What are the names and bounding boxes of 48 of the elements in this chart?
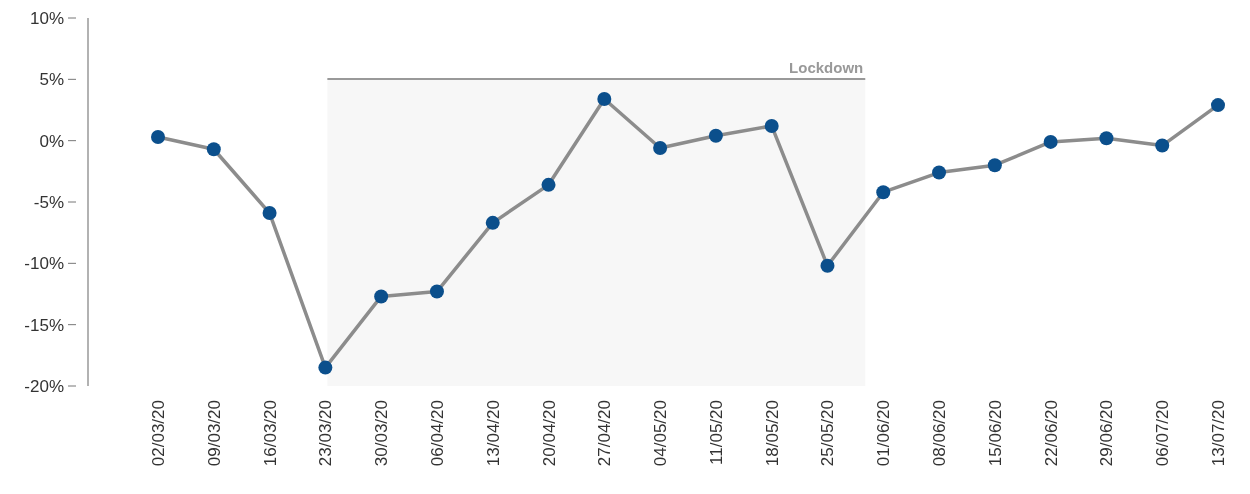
x-tick-label: 20/04/20 — [539, 400, 559, 467]
point — [1155, 138, 1170, 153]
x-tick-label: 01/06/20 — [874, 400, 894, 467]
point — [429, 284, 444, 299]
y-tick-label: -10% — [24, 254, 64, 274]
x-tick-label: 11/05/20 — [706, 400, 726, 465]
band-label: Lockdown — [789, 59, 864, 76]
point — [262, 206, 277, 221]
x-tick-label: 29/06/20 — [1097, 400, 1117, 467]
y-tick-label: 10% — [29, 8, 64, 28]
x-tick-label: 08/06/20 — [930, 400, 950, 467]
y-tick-label: 5% — [39, 70, 64, 90]
x-tick-label: 13/04/20 — [483, 400, 503, 467]
x-tick-label: 22/06/20 — [1041, 400, 1061, 467]
x-tick-label: 16/03/20 — [260, 400, 280, 467]
x-tick-label: 06/04/20 — [427, 400, 447, 467]
point — [653, 141, 668, 156]
x-tick-label: 04/05/20 — [651, 400, 671, 467]
x-tick-label: 02/03/20 — [149, 400, 168, 467]
point — [987, 158, 1002, 173]
point — [1211, 98, 1225, 113]
y-tick-label: -5% — [33, 192, 64, 212]
point — [318, 360, 333, 375]
point — [876, 185, 891, 200]
point — [597, 91, 612, 106]
point — [485, 215, 500, 230]
x-tick-label: 15/06/20 — [985, 400, 1005, 467]
point — [151, 129, 165, 144]
point — [541, 177, 556, 192]
y-tick-label: -15% — [24, 315, 64, 335]
point — [820, 258, 835, 273]
x-tick-label: 13/07/20 — [1209, 400, 1228, 467]
y-tick-label: -20% — [24, 376, 64, 396]
x-tick-label: 23/03/20 — [316, 400, 336, 467]
y-tick-label: 0% — [39, 131, 64, 151]
point — [1099, 131, 1114, 146]
point — [932, 165, 947, 180]
point — [708, 128, 723, 143]
point — [374, 289, 389, 304]
x-tick-label: 18/05/20 — [762, 400, 782, 467]
x-tick-label: 30/03/20 — [372, 400, 392, 467]
x-tick-label: 09/03/20 — [204, 400, 224, 467]
x-tick-label: 25/05/20 — [818, 400, 838, 467]
x-tick-label: 06/07/20 — [1153, 400, 1173, 467]
x-tick-label: 27/04/20 — [595, 400, 615, 467]
point — [1043, 134, 1058, 149]
point — [764, 118, 779, 133]
point — [206, 142, 221, 157]
